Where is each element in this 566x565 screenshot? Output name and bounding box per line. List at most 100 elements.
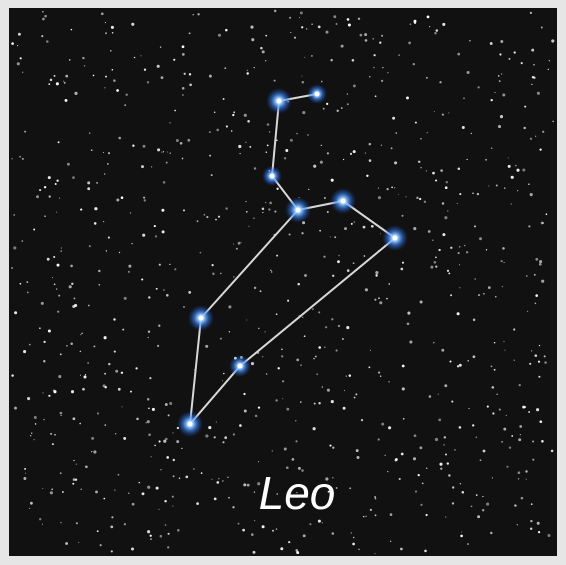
background-star — [301, 26, 303, 28]
background-star — [319, 230, 321, 232]
background-star — [80, 209, 82, 211]
background-star — [149, 377, 151, 379]
background-star — [363, 226, 366, 229]
background-star — [247, 120, 250, 123]
background-star — [479, 237, 482, 240]
background-star — [530, 520, 532, 522]
background-star — [502, 247, 505, 250]
background-star — [11, 42, 14, 45]
background-star — [511, 176, 514, 179]
background-star — [457, 53, 460, 56]
background-star — [424, 550, 427, 553]
background-star — [418, 474, 420, 476]
background-star — [125, 93, 127, 95]
background-star — [251, 533, 254, 536]
background-star — [60, 412, 63, 415]
background-star — [303, 534, 306, 537]
background-star — [224, 436, 227, 439]
background-star — [414, 434, 417, 437]
constellation-name: Leo — [259, 467, 336, 519]
background-star — [217, 481, 220, 484]
background-star — [22, 240, 24, 242]
background-star — [13, 214, 15, 216]
background-star — [490, 532, 492, 534]
background-star — [53, 256, 55, 258]
background-star — [113, 318, 115, 320]
background-star — [304, 57, 305, 58]
background-star — [201, 472, 203, 474]
background-star — [388, 381, 390, 383]
background-star — [354, 397, 356, 399]
background-star — [332, 275, 334, 277]
background-star — [112, 32, 114, 34]
background-star — [433, 342, 435, 344]
background-star — [148, 433, 151, 436]
background-star — [530, 193, 533, 196]
background-star — [344, 390, 345, 391]
background-star — [239, 424, 242, 427]
background-star — [183, 306, 185, 308]
background-star — [504, 350, 505, 351]
background-star — [101, 12, 104, 15]
background-star — [445, 516, 446, 517]
background-star — [445, 186, 448, 189]
background-star — [347, 269, 350, 272]
background-star — [103, 152, 104, 153]
background-star — [110, 50, 112, 52]
background-star — [361, 419, 363, 421]
background-star — [322, 386, 323, 387]
background-star — [162, 230, 165, 233]
background-star — [531, 49, 534, 52]
background-star — [374, 553, 375, 554]
background-star — [528, 225, 530, 227]
background-star — [135, 367, 137, 369]
background-star — [438, 419, 441, 422]
background-star — [104, 87, 105, 88]
background-star — [483, 450, 486, 453]
background-star — [374, 496, 376, 498]
background-star — [39, 327, 41, 329]
background-star — [459, 264, 460, 265]
background-star — [400, 548, 403, 551]
background-star — [14, 311, 17, 314]
background-star — [282, 398, 283, 399]
background-star — [189, 73, 191, 75]
background-star — [304, 335, 306, 337]
background-star — [220, 338, 222, 340]
background-star — [274, 211, 276, 213]
background-star — [346, 376, 347, 377]
background-star — [73, 460, 74, 461]
illustration: Leo — [0, 0, 566, 565]
background-star — [56, 82, 59, 85]
background-star — [265, 35, 267, 37]
background-star — [301, 76, 302, 77]
background-star — [366, 175, 368, 177]
background-star — [504, 187, 506, 189]
background-star — [269, 131, 271, 133]
background-star — [167, 546, 169, 548]
background-star — [304, 274, 307, 277]
background-star — [551, 39, 554, 42]
background-star — [246, 211, 248, 213]
background-star — [365, 516, 366, 517]
background-star — [265, 60, 266, 61]
background-star — [514, 504, 516, 506]
background-star — [139, 482, 140, 483]
background-star — [130, 212, 131, 213]
background-star — [474, 278, 476, 280]
background-star — [496, 184, 498, 186]
background-star — [238, 523, 240, 525]
background-star — [142, 234, 145, 237]
background-star — [249, 146, 251, 148]
background-star — [426, 468, 427, 469]
background-star — [318, 520, 321, 523]
background-star — [88, 305, 90, 307]
background-star — [528, 183, 529, 184]
background-star — [295, 420, 296, 421]
background-star — [131, 243, 132, 244]
background-star — [325, 31, 328, 34]
background-star — [105, 76, 107, 78]
background-star — [355, 393, 357, 395]
background-star — [173, 459, 175, 461]
background-star — [70, 265, 73, 268]
